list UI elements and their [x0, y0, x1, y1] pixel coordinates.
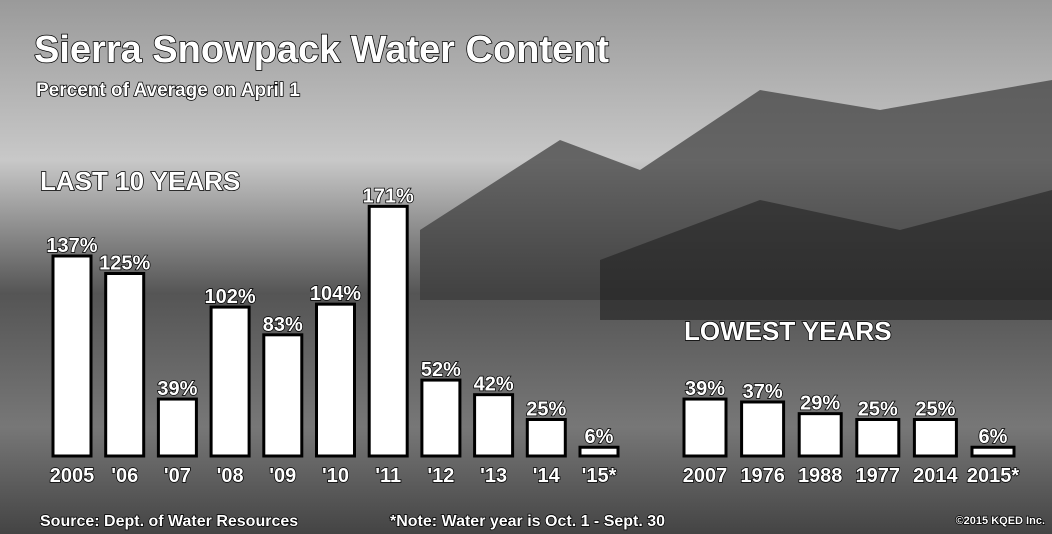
bar [525, 418, 567, 458]
x-tick-label: '12 [427, 465, 454, 487]
value-label: 83% [263, 314, 303, 336]
value-label: 25% [915, 399, 955, 421]
value-label: 29% [800, 393, 840, 415]
value-label: 39% [685, 378, 725, 400]
x-tick-label: '11 [375, 465, 401, 487]
value-label: 125% [99, 253, 150, 275]
x-tick-label: 2015* [967, 465, 1019, 487]
x-tick-label: 1988 [798, 465, 843, 487]
x-tick-label: '14 [533, 465, 561, 487]
value-label: 171% [363, 185, 414, 207]
bar [682, 397, 728, 458]
bar [262, 333, 304, 458]
x-tick-label: 1976 [740, 465, 785, 487]
bar [912, 418, 958, 458]
bar [209, 305, 251, 458]
bar [970, 445, 1016, 458]
x-tick-label: '15* [582, 465, 617, 487]
bar [315, 302, 356, 458]
title: Sierra Snowpack Water Content [34, 29, 609, 71]
bar [473, 393, 515, 458]
value-label: 6% [585, 426, 614, 448]
bar [797, 412, 843, 458]
x-tick-label: '13 [480, 465, 507, 487]
value-label: 25% [526, 399, 566, 421]
bar [51, 254, 93, 458]
x-tick-label: '07 [164, 465, 191, 487]
value-label: 102% [205, 286, 256, 308]
x-tick-label: 2005 [50, 465, 95, 487]
bar [578, 445, 620, 458]
value-label: 52% [421, 359, 461, 381]
copyright: ©2015 KQED Inc. [956, 515, 1045, 527]
bar [740, 400, 786, 458]
x-tick-label: 2007 [683, 465, 728, 487]
note: *Note: Water year is Oct. 1 - Sept. 30 [390, 513, 665, 530]
value-label: 25% [858, 399, 898, 421]
bar [367, 204, 409, 458]
value-label: 6% [979, 426, 1008, 448]
x-tick-label: 2014 [913, 465, 958, 487]
x-tick-label: '08 [217, 465, 244, 487]
value-label: 104% [310, 283, 361, 305]
value-label: 37% [743, 381, 783, 403]
bar [104, 272, 146, 458]
bar [156, 397, 198, 458]
source: Source: Dept. of Water Resources [40, 513, 298, 530]
x-tick-label: '09 [269, 465, 296, 487]
chart-title: LAST 10 YEARS [40, 166, 240, 196]
x-tick-label: 1977 [856, 465, 901, 487]
x-tick-label: '10 [322, 465, 349, 487]
x-tick-label: '06 [111, 465, 138, 487]
value-label: 137% [46, 235, 97, 257]
value-label: 42% [474, 374, 514, 396]
mountains [600, 190, 1052, 320]
bar [855, 418, 901, 458]
bar [420, 378, 462, 458]
chart-title: LOWEST YEARS [684, 316, 892, 346]
subtitle: Percent of Average on April 1 [36, 80, 300, 101]
value-label: 39% [157, 378, 197, 400]
